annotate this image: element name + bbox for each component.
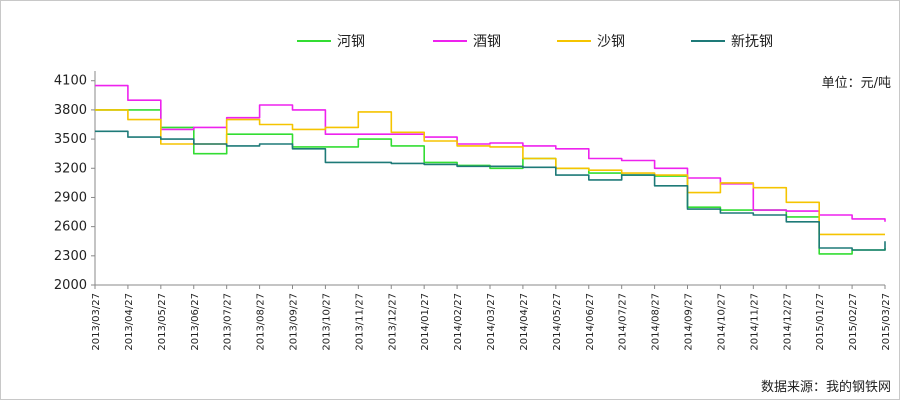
x-tick-label: 2014/06/27 bbox=[585, 293, 596, 351]
x-tick-label: 2013/08/27 bbox=[256, 293, 267, 351]
x-tick-label: 2015/02/27 bbox=[848, 293, 859, 351]
x-tick-label: 2013/04/27 bbox=[124, 293, 135, 351]
series-line bbox=[95, 109, 886, 255]
x-tick-label: 2014/11/27 bbox=[749, 293, 760, 351]
x-tick-label: 2013/03/27 bbox=[91, 293, 102, 351]
y-axis: 2000 2300 2600 2900 3200 3500 3800 4100 bbox=[54, 71, 96, 293]
x-tick-label: 2014/10/27 bbox=[716, 293, 727, 351]
legend-label: 新抚钢 bbox=[731, 34, 773, 50]
x-tick-label: 2013/06/27 bbox=[190, 293, 201, 351]
x-tick-label: 2014/05/27 bbox=[552, 293, 563, 351]
x-tick-label: 2013/12/27 bbox=[387, 293, 398, 351]
x-tick-label: 2014/04/27 bbox=[519, 293, 530, 351]
x-tick-label: 2013/11/27 bbox=[354, 293, 365, 351]
y-tick-label: 2000 bbox=[54, 278, 87, 293]
series-line bbox=[95, 130, 886, 251]
x-tick-label: 2013/07/27 bbox=[223, 293, 234, 351]
x-tick-label: 2013/05/27 bbox=[157, 293, 168, 351]
x-tick-label: 2015/01/27 bbox=[815, 293, 826, 351]
x-tick-label: 2014/09/27 bbox=[684, 293, 695, 351]
y-tick-label: 2600 bbox=[54, 220, 87, 235]
plot-area bbox=[95, 84, 886, 255]
legend-label: 酒钢 bbox=[473, 34, 501, 50]
x-tick-label: 2014/03/27 bbox=[486, 293, 497, 351]
x-tick-label: 2014/02/27 bbox=[453, 293, 464, 351]
y-tick-label: 2900 bbox=[54, 190, 87, 205]
y-tick-label: 2300 bbox=[54, 249, 87, 264]
y-tick-label: 3200 bbox=[54, 161, 87, 176]
series-line bbox=[95, 109, 885, 236]
source-label: 数据来源：我的钢铁网 bbox=[761, 379, 891, 395]
unit-label: 单位：元/吨 bbox=[822, 76, 891, 91]
x-tick-label: 2014/12/27 bbox=[782, 293, 793, 351]
x-tick-label: 2013/10/27 bbox=[321, 293, 332, 351]
x-tick-label: 2014/08/27 bbox=[651, 293, 662, 351]
y-tick-label: 4100 bbox=[54, 74, 87, 89]
x-axis: 2013/03/27 2013/04/27 2013/05/27 2013/06/27… bbox=[91, 284, 892, 351]
x-tick-label: 2015/03/27 bbox=[881, 293, 892, 351]
x-tick-label: 2014/01/27 bbox=[420, 293, 431, 351]
x-tick-label: 2013/09/27 bbox=[289, 293, 300, 351]
legend: 河钢 酒钢 沙钢 新抚钢 bbox=[297, 34, 773, 50]
x-tick-label: 2014/07/27 bbox=[618, 293, 629, 351]
y-tick-label: 3800 bbox=[54, 103, 87, 118]
legend-label: 沙钢 bbox=[597, 34, 625, 50]
legend-label: 河钢 bbox=[337, 34, 365, 50]
y-tick-label: 3500 bbox=[54, 132, 87, 147]
